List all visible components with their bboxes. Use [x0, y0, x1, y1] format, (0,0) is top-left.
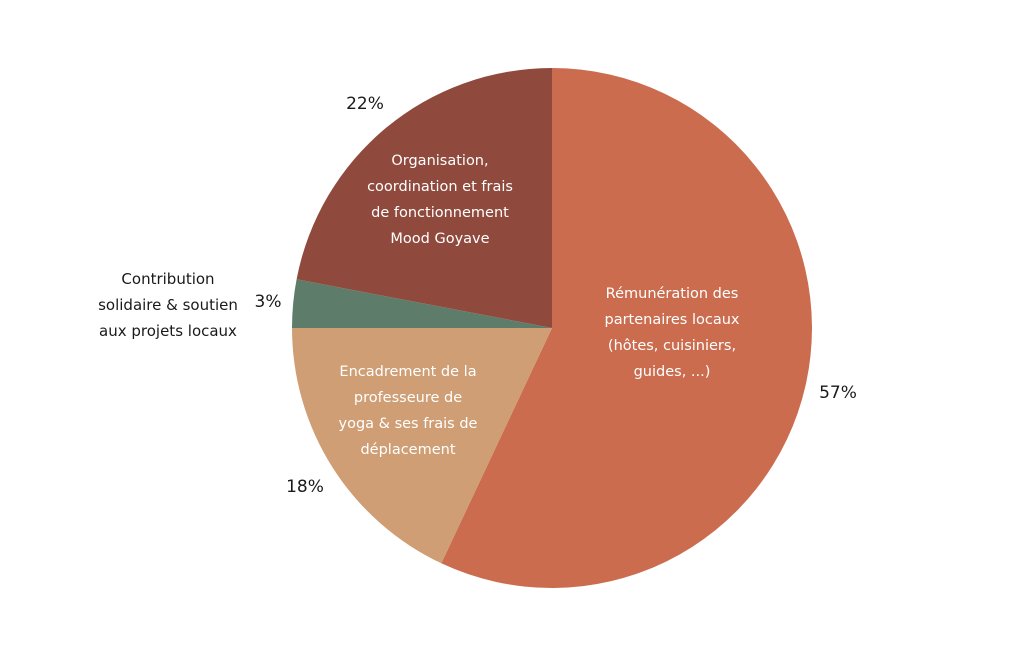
- slice-label-3-line: coordination et frais: [367, 179, 513, 195]
- slice-label-1-line: déplacement: [360, 442, 455, 458]
- slice-label-3: Organisation, coordination et frais de fon…: [367, 153, 513, 247]
- slice-label-2: Contribution solidaire & soutien aux proje…: [98, 270, 238, 340]
- pie-slice-1: [292, 328, 552, 564]
- pie-slice-0: [441, 68, 812, 588]
- pie-slices: [292, 68, 812, 588]
- slice-label-0: Rémunération des partenaires locaux (hôtes…: [604, 286, 739, 380]
- slice-label-0-line: (hôtes, cuisiniers,: [608, 338, 736, 354]
- percent-label-2: 3%: [255, 292, 282, 312]
- slice-label-1-line: professeure de: [354, 390, 462, 406]
- slice-label-3-line: Organisation,: [391, 153, 488, 169]
- slice-label-1: Encadrement de la professeure de yoga & se…: [339, 364, 478, 458]
- percent-label-0: 57%: [819, 383, 857, 403]
- slice-label-3-line: de fonctionnement: [371, 205, 509, 221]
- slice-label-3-line: Mood Goyave: [390, 231, 489, 247]
- percent-label-3: 22%: [346, 94, 384, 114]
- slice-label-0-line: Rémunération des: [606, 286, 739, 302]
- slice-label-2-line: aux projets locaux: [99, 322, 237, 340]
- slice-label-1-line: Encadrement de la: [339, 364, 476, 380]
- slice-label-0-line: guides, ...): [634, 364, 711, 380]
- slice-label-2-line: solidaire & soutien: [98, 296, 238, 314]
- percent-label-1: 18%: [286, 477, 324, 497]
- pie-slice-2: [292, 279, 552, 328]
- slice-label-0-line: partenaires locaux: [604, 312, 739, 328]
- pie-labels: Rémunération des partenaires locaux (hôtes…: [98, 94, 857, 497]
- slice-label-2-line: Contribution: [121, 270, 214, 288]
- pie-slice-3: [296, 68, 552, 328]
- slice-label-1-line: yoga & ses frais de: [339, 416, 478, 432]
